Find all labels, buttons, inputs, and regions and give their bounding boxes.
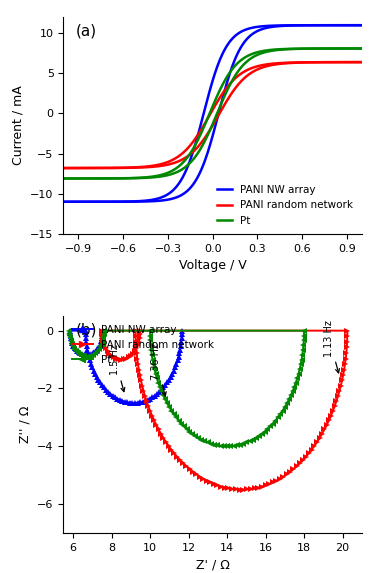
Y-axis label: Z'' / Ω: Z'' / Ω — [19, 406, 32, 444]
Legend: PANI NW array, PANI random network, Pt: PANI NW array, PANI random network, Pt — [213, 182, 357, 229]
Y-axis label: Current / mA: Current / mA — [12, 85, 25, 166]
Text: (a): (a) — [75, 23, 97, 39]
X-axis label: Z' / Ω: Z' / Ω — [196, 558, 229, 571]
Text: 1.13 Hz: 1.13 Hz — [324, 320, 339, 373]
Text: (b): (b) — [75, 323, 97, 337]
Legend: PANI NW array, PANI random network, Pt: PANI NW array, PANI random network, Pt — [69, 321, 217, 368]
Text: 7.36 Hz: 7.36 Hz — [151, 343, 166, 396]
X-axis label: Voltage / V: Voltage / V — [179, 259, 247, 272]
Text: 1.5 Hz: 1.5 Hz — [110, 344, 125, 391]
